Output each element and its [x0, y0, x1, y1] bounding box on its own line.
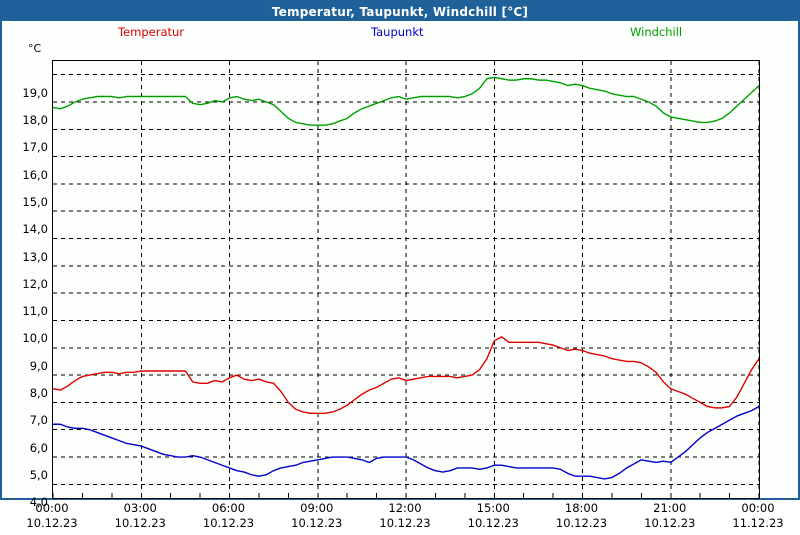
y-axis-tick-label: 5,0	[29, 468, 48, 483]
data-series	[53, 76, 759, 480]
y-axis-tick-labels: 19,0 18,0 17,0 16,0 15,0 14,0 13,0 12,0 11,0 10,0…	[2, 60, 48, 510]
x-tick-date: 10.12.23	[114, 516, 166, 530]
y-axis-tick-label: 10,0	[22, 331, 48, 346]
x-axis-tick-labels: 00:00 10.12.23 03:00 10.12.23 06:00 10.12.23 0…	[2, 501, 798, 535]
x-tick-date: 11.12.23	[732, 516, 784, 530]
x-tick-date: 10.12.23	[467, 516, 519, 530]
y-axis-unit: °C	[28, 42, 42, 55]
y-axis-tick-label: 12,0	[22, 276, 48, 291]
x-axis-tick-label: 15:00 10.12.23	[468, 501, 519, 531]
y-axis-tick-label: 7,0	[29, 413, 48, 428]
x-axis-tick-label: 09:00 10.12.23	[291, 501, 342, 531]
y-axis-tick-label: 15,0	[22, 194, 48, 209]
x-tick-date: 10.12.23	[202, 516, 255, 530]
y-axis-tick-label: 13,0	[22, 249, 48, 264]
plot-area	[52, 60, 760, 499]
chart-area: °C 19,0 18,0 17,0 16,0 15,0 14,0 13,0 12,0 11,0 1…	[2, 41, 798, 530]
x-tick-date: 10.12.23	[555, 516, 608, 530]
x-tick-date: 10.12.23	[379, 516, 431, 530]
x-tick-date: 10.12.23	[644, 516, 696, 530]
x-axis-tick-label: 00:00 11.12.23	[732, 501, 783, 531]
series-line-temperatur	[53, 336, 759, 415]
x-axis-tick-label: 00:00 10.12.23	[26, 501, 77, 531]
window-title: Temperatur, Taupunkt, Windchill [°C]	[271, 4, 529, 19]
legend-item-windchill: Windchill	[630, 25, 683, 39]
y-axis-tick-label: 8,0	[29, 386, 48, 401]
series-line-taupunkt	[53, 405, 759, 480]
x-tick-time: 12:00	[388, 501, 422, 515]
x-tick-time: 15:00	[476, 501, 510, 515]
x-axis-tick-label: 03:00 10.12.23	[115, 501, 166, 531]
y-axis-tick-label: 14,0	[22, 222, 48, 237]
plot-canvas	[53, 61, 759, 498]
y-axis-tick-label: 9,0	[29, 358, 48, 373]
legend-item-taupunkt: Taupunkt	[371, 25, 424, 39]
x-axis-tick-label: 12:00 10.12.23	[379, 501, 430, 531]
chart-legend: Temperatur Taupunkt Windchill	[2, 25, 798, 41]
x-tick-date: 10.12.23	[291, 516, 343, 530]
window-title-bar: Temperatur, Taupunkt, Windchill [°C]	[2, 2, 798, 21]
x-tick-date: 10.12.23	[26, 516, 78, 530]
y-axis-tick-label: 16,0	[22, 167, 48, 182]
x-axis-tick-label: 21:00 10.12.23	[644, 501, 695, 531]
x-tick-time: 09:00	[300, 501, 334, 515]
y-axis-tick-label: 19,0	[22, 85, 48, 100]
y-axis-tick-label: 17,0	[22, 140, 48, 155]
x-axis-tick-label: 18:00 10.12.23	[556, 501, 607, 531]
vertical-gridlines	[53, 61, 759, 498]
y-axis-tick-label: 11,0	[22, 304, 48, 319]
x-tick-time: 00:00	[35, 501, 69, 515]
legend-item-temperatur: Temperatur	[118, 25, 185, 39]
y-axis-tick-label: 18,0	[22, 112, 48, 127]
x-tick-time: 18:00	[564, 501, 599, 515]
y-axis-tick-label: 6,0	[29, 440, 48, 455]
series-line-windchill	[53, 76, 759, 126]
x-axis-tick-label: 06:00 10.12.23	[203, 501, 254, 531]
x-tick-time: 03:00	[123, 501, 157, 515]
x-tick-time: 21:00	[653, 501, 687, 515]
x-tick-time: 00:00	[741, 501, 775, 515]
x-tick-time: 06:00	[211, 501, 246, 515]
